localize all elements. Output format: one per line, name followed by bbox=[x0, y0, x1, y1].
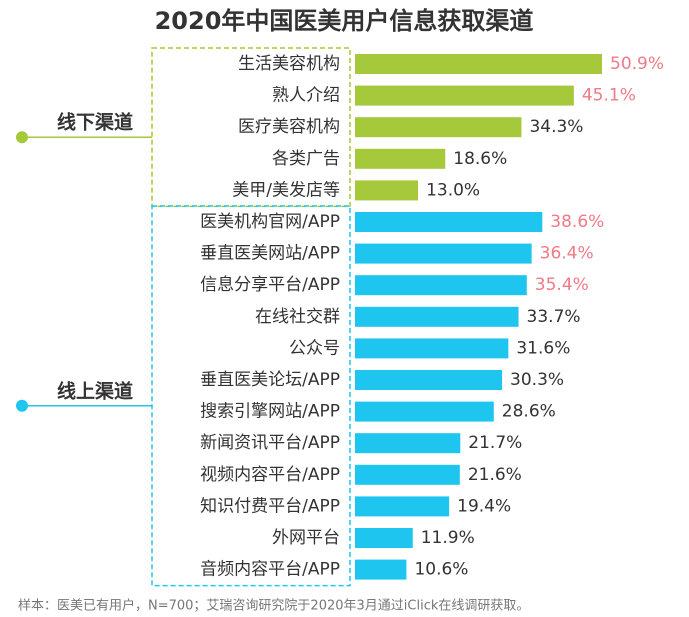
category-label: 美甲/美发店等 bbox=[232, 180, 340, 200]
bar bbox=[355, 559, 407, 580]
bar bbox=[355, 306, 519, 327]
bar bbox=[355, 528, 413, 548]
category-label: 各类广告 bbox=[272, 149, 340, 169]
bar bbox=[355, 401, 494, 422]
value-label: 21.7% bbox=[468, 433, 522, 453]
bar bbox=[355, 370, 503, 390]
bar bbox=[355, 212, 543, 232]
category-label: 在线社交群 bbox=[255, 307, 340, 327]
category-label: 生活美容机构 bbox=[238, 54, 340, 74]
bar bbox=[355, 496, 450, 517]
group-dot bbox=[16, 399, 28, 412]
bar bbox=[355, 54, 602, 74]
bar bbox=[355, 180, 419, 201]
bar bbox=[355, 338, 509, 359]
value-label: 21.6% bbox=[468, 465, 522, 485]
bar bbox=[355, 85, 574, 106]
value-label: 38.6% bbox=[550, 212, 604, 232]
category-label: 新闻资讯平台/APP bbox=[200, 433, 340, 453]
category-label: 搜索引擎网站/APP bbox=[200, 402, 340, 422]
category-label: 信息分享平台/APP bbox=[200, 275, 340, 295]
category-label: 视频内容平台/APP bbox=[200, 465, 340, 485]
bar bbox=[355, 243, 532, 264]
bar bbox=[355, 117, 522, 138]
group-label: 线上渠道 bbox=[57, 379, 133, 402]
category-label: 知识付费平台/APP bbox=[200, 496, 340, 516]
group-box bbox=[151, 47, 351, 208]
value-label: 30.3% bbox=[510, 370, 564, 390]
footnote: 样本：医美已有用户，N=700；艾瑞咨询研究院于2020年3月通过iClick在… bbox=[18, 598, 529, 614]
category-label: 熟人介绍 bbox=[272, 85, 340, 106]
category-label: 垂直医美网站/APP bbox=[200, 244, 340, 264]
category-label: 公众号 bbox=[289, 338, 340, 358]
value-label: 19.4% bbox=[457, 496, 511, 516]
bar bbox=[355, 464, 460, 485]
value-label: 34.3% bbox=[529, 117, 583, 137]
group-dot bbox=[16, 131, 28, 144]
value-label: 45.1% bbox=[582, 86, 636, 106]
bar bbox=[355, 433, 461, 454]
value-label: 35.4% bbox=[535, 275, 589, 295]
category-label: 外网平台 bbox=[272, 528, 340, 548]
group-label: 线下渠道 bbox=[57, 111, 133, 134]
category-label: 医美机构官网/APP bbox=[200, 212, 340, 232]
value-label: 10.6% bbox=[414, 560, 468, 580]
category-label: 垂直医美论坛/APP bbox=[200, 370, 340, 390]
value-label: 31.6% bbox=[516, 338, 570, 358]
value-label: 13.0% bbox=[426, 180, 480, 200]
category-label: 音频内容平台/APP bbox=[200, 560, 340, 580]
bar bbox=[355, 275, 527, 296]
bar bbox=[355, 148, 446, 169]
value-label: 50.9% bbox=[610, 54, 664, 74]
group-box bbox=[151, 205, 351, 587]
value-label: 33.7% bbox=[527, 307, 581, 327]
chart-title: 2020年中国医美用户信息获取渠道 bbox=[155, 7, 534, 35]
value-label: 18.6% bbox=[453, 149, 507, 169]
value-label: 36.4% bbox=[540, 244, 594, 264]
value-label: 28.6% bbox=[502, 402, 556, 422]
value-label: 11.9% bbox=[421, 528, 475, 548]
category-label: 医疗美容机构 bbox=[238, 117, 340, 137]
